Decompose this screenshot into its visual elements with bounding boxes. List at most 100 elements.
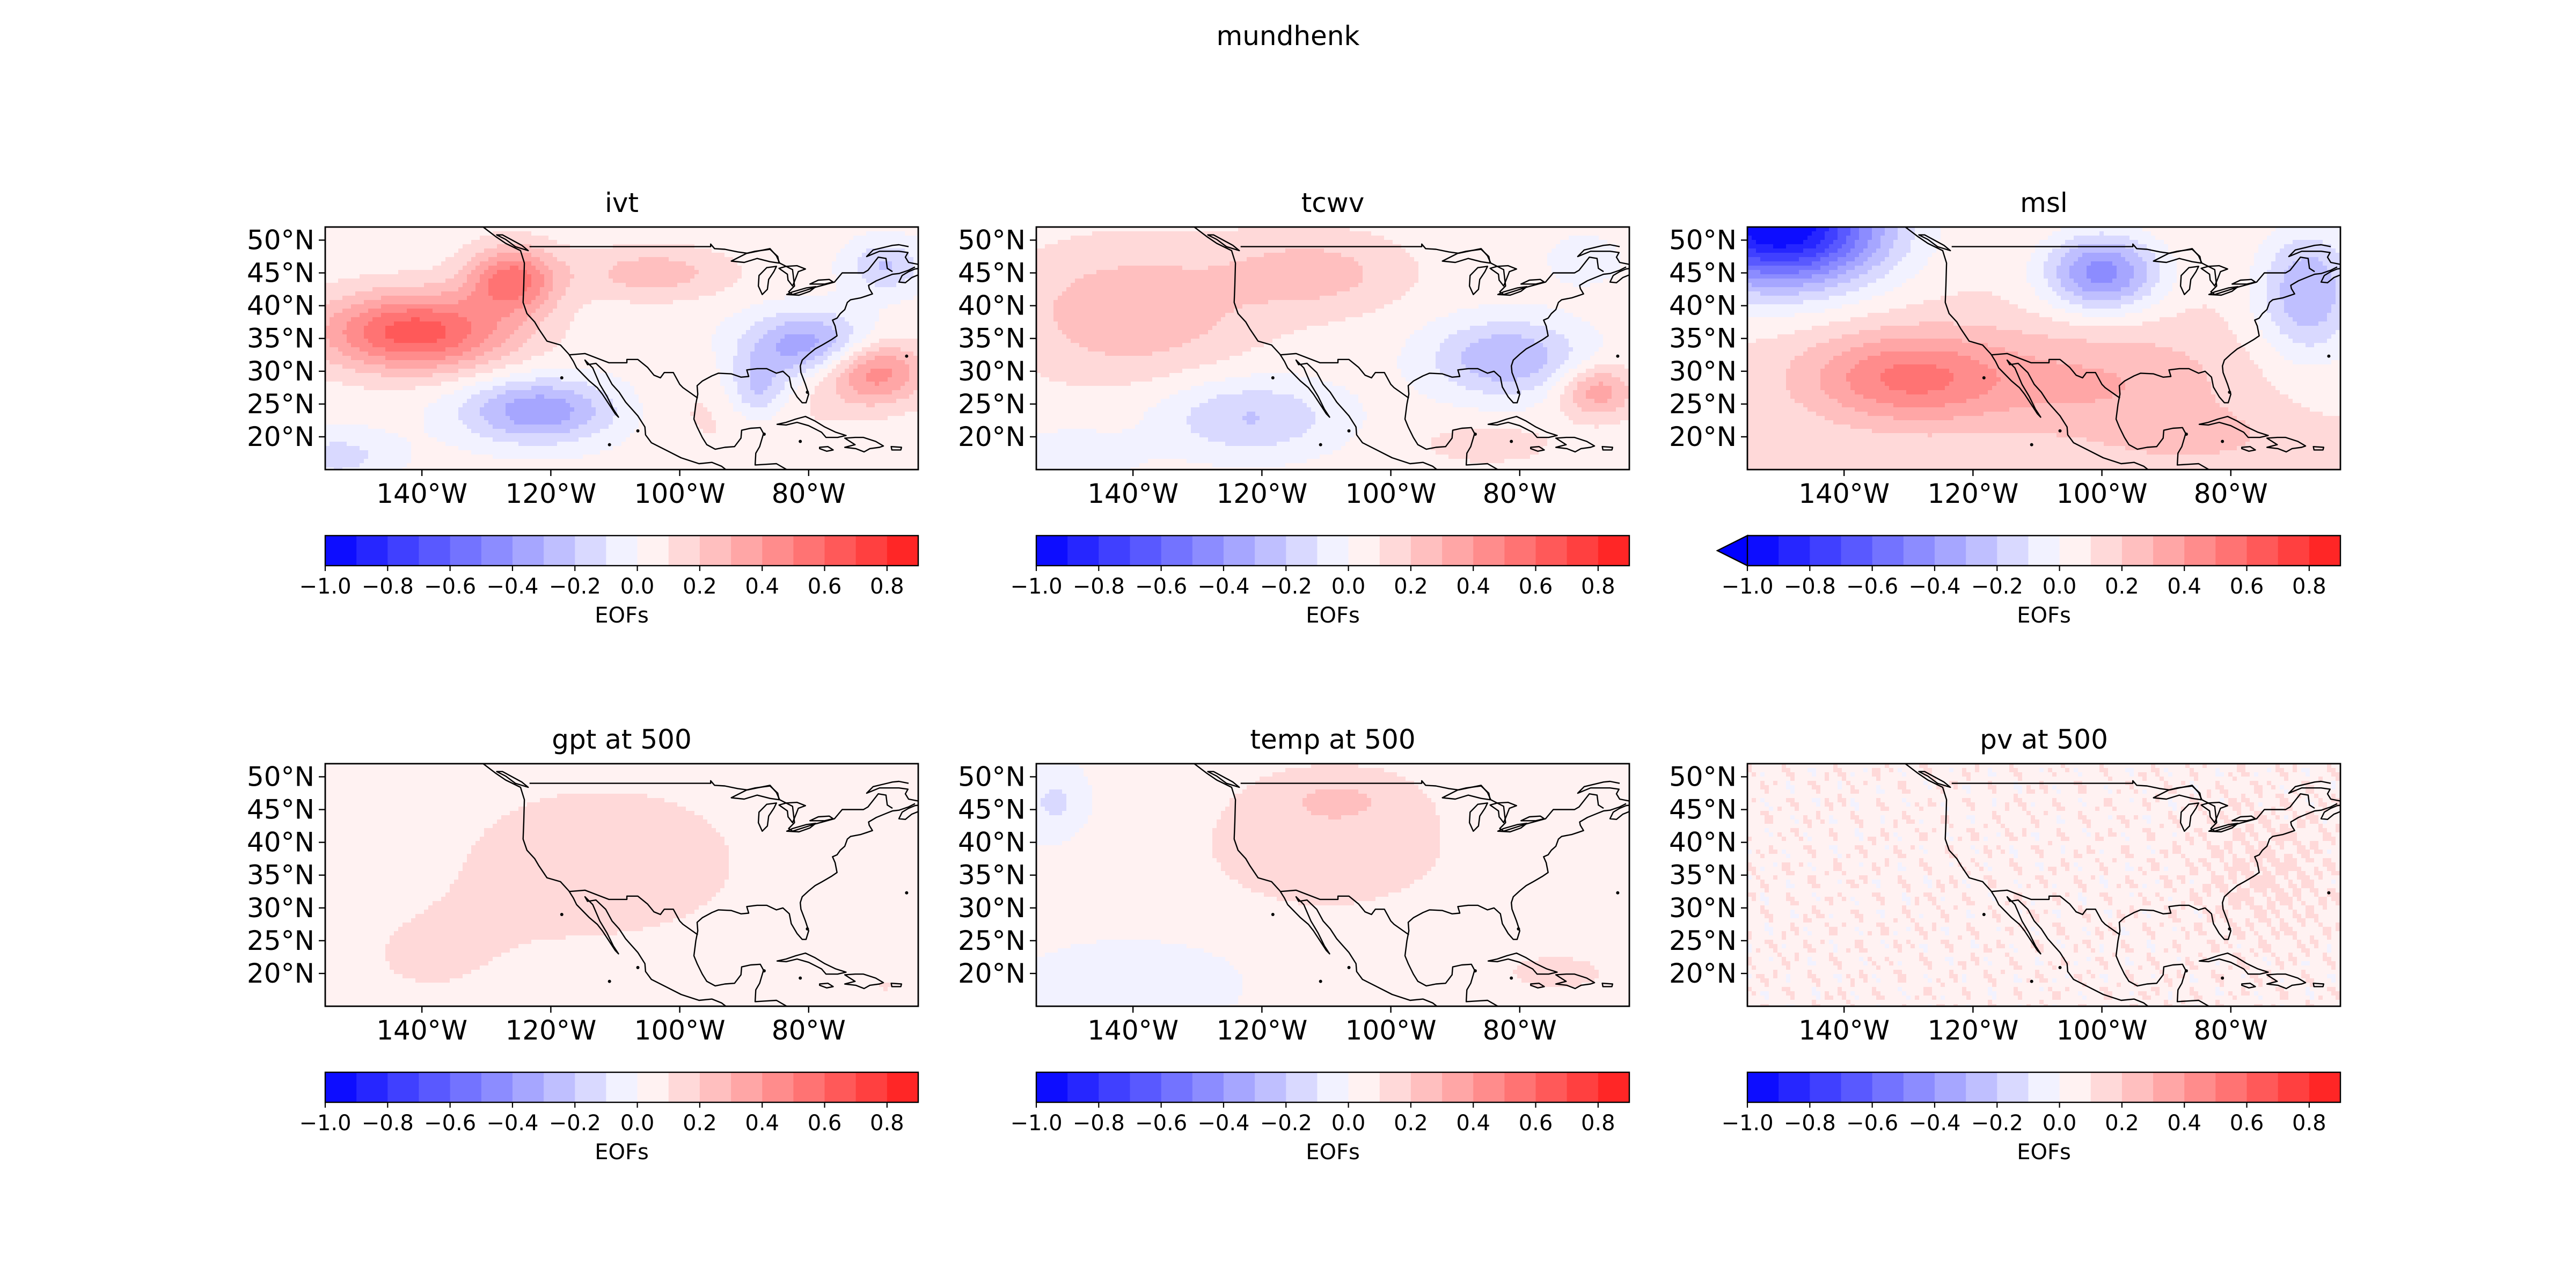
colorbar-swatch (1223, 536, 1255, 566)
coastline (2115, 266, 2338, 470)
colorbar-tick-label: 0.4 (745, 574, 779, 599)
coastline (2115, 803, 2338, 1006)
colorbar-label: EOFs (595, 603, 649, 628)
colorbar-swatch (1067, 536, 1100, 566)
lat-tick-label: 40°N (247, 827, 314, 858)
island (1347, 965, 1351, 969)
island (1510, 976, 1513, 980)
colorbar-swatch (2090, 1072, 2123, 1102)
coastline (1951, 243, 2315, 296)
colorbar-tick-label: 0.2 (2105, 1111, 2139, 1136)
map-frame (324, 763, 919, 1007)
island (1517, 390, 1520, 394)
coastline (776, 415, 847, 438)
colorbar-swatch (1099, 1072, 1131, 1102)
lon-tick-label: 100°W (1345, 1015, 1437, 1046)
lon-tick-label: 120°W (1216, 478, 1307, 509)
lat-tick-label: 30°N (958, 356, 1026, 387)
lon-tick-label: 80°W (772, 1015, 846, 1046)
lon-tick-label: 80°W (1483, 1015, 1557, 1046)
lat-tick-label: 45°N (958, 258, 1026, 289)
colorbar-frame (1035, 1071, 1630, 1103)
colorbar-swatch (1841, 536, 1873, 566)
lon-tick-label: 140°W (376, 478, 467, 509)
colorbar-swatch (1934, 536, 1966, 566)
colorbar-tick-label: −0.6 (1135, 1111, 1187, 1136)
coastline (1520, 815, 1545, 822)
colorbar: −1.0 −0.8 −0.6 −0.4 −0.2 0.0 0.2 0.4 0.6 0.8 EOFs (1010, 535, 1630, 628)
panel-title: pv at 500 (1980, 724, 2108, 755)
coastline (898, 268, 918, 284)
colorbar-swatch (387, 1072, 420, 1102)
colorbar-swatch (762, 536, 794, 566)
island (2184, 969, 2188, 973)
colorbar-swatch (731, 1072, 763, 1102)
lat-tick-label: 30°N (247, 892, 314, 924)
contour-field (1747, 764, 2340, 1006)
coastline (2288, 780, 2340, 802)
colorbar-swatch (1997, 1072, 2029, 1102)
coastlines (1194, 764, 1629, 1006)
lon-tick-label: 80°W (772, 478, 846, 509)
lat-tick-label: 50°N (958, 761, 1026, 792)
lon-tick-label: 140°W (1798, 478, 1890, 509)
map-panel: tcwv 50°N45°N40°N35°N30°N25°N20°N 140°W 120… (958, 187, 1630, 628)
colorbar-swatch (2121, 536, 2154, 566)
coastline (2266, 436, 2307, 453)
lat-tick-label: 25°N (247, 925, 314, 956)
lat-tick-label: 20°N (958, 958, 1026, 989)
colorbar-tick-label: 0.8 (870, 574, 904, 599)
colorbar-tick-label: 0.8 (2292, 574, 2326, 599)
contour-field (1747, 227, 2340, 470)
colorbar-tick-label: −0.8 (362, 1111, 414, 1136)
colorbar-swatch (855, 1072, 888, 1102)
island (1473, 433, 1477, 436)
island (1616, 354, 1620, 358)
colorbar-tick-label: 0.4 (745, 1111, 779, 1136)
coastlines (1905, 764, 2340, 1006)
lat-tick-label: 35°N (247, 860, 314, 891)
lon-tick-label: 120°W (505, 478, 596, 509)
colorbar-swatch (419, 1072, 451, 1102)
island (806, 390, 809, 394)
coastline (1487, 952, 1558, 975)
colorbar-label: EOFs (595, 1140, 649, 1165)
colorbar-swatch (512, 536, 544, 566)
coastline (1240, 243, 1604, 296)
colorbar-label: EOFs (2017, 1140, 2071, 1165)
coastline (776, 952, 847, 975)
colorbar-frame (1035, 535, 1630, 567)
coastline (2320, 804, 2340, 821)
panel-title: ivt (605, 187, 639, 218)
lon-tick-label: 120°W (1216, 1015, 1307, 1046)
colorbar-tick-label: 0.2 (683, 574, 717, 599)
lon-tick-label: 140°W (1798, 1015, 1890, 1046)
colorbar-swatch (1903, 536, 1935, 566)
coastline (786, 286, 817, 296)
colorbar-tick-label: −0.4 (486, 574, 538, 599)
coastline (786, 822, 817, 833)
coastline (1577, 244, 1629, 265)
colorbar-swatch (1161, 1072, 1193, 1102)
colorbar-frame (324, 1071, 919, 1103)
colorbar-tick-label: −1.0 (299, 1111, 351, 1136)
coastline (569, 353, 698, 399)
island (905, 354, 909, 358)
coastline (2200, 265, 2228, 287)
coastline (1520, 279, 1545, 285)
coastline (809, 815, 834, 822)
colorbar-swatch (1161, 536, 1193, 566)
coastline (757, 802, 777, 832)
colorbar-swatch (356, 536, 389, 566)
colorbar-tick-label: 0.4 (1456, 574, 1490, 599)
colorbar-tick-label: 0.0 (2043, 574, 2077, 599)
map-frame (1746, 763, 2341, 1007)
island (2327, 891, 2331, 895)
lat-tick-label: 30°N (247, 356, 314, 387)
lon-tick-label: 80°W (2194, 478, 2268, 509)
coastline (1240, 780, 1604, 832)
colorbar-tick-label: −0.8 (1073, 1111, 1125, 1136)
colorbar: −1.0 −0.8 −0.6 −0.4 −0.2 0.0 0.2 0.4 0.6 0.8 EOFs (1721, 1071, 2341, 1165)
coastline (1441, 785, 1491, 801)
colorbar-swatch (2028, 1072, 2060, 1102)
